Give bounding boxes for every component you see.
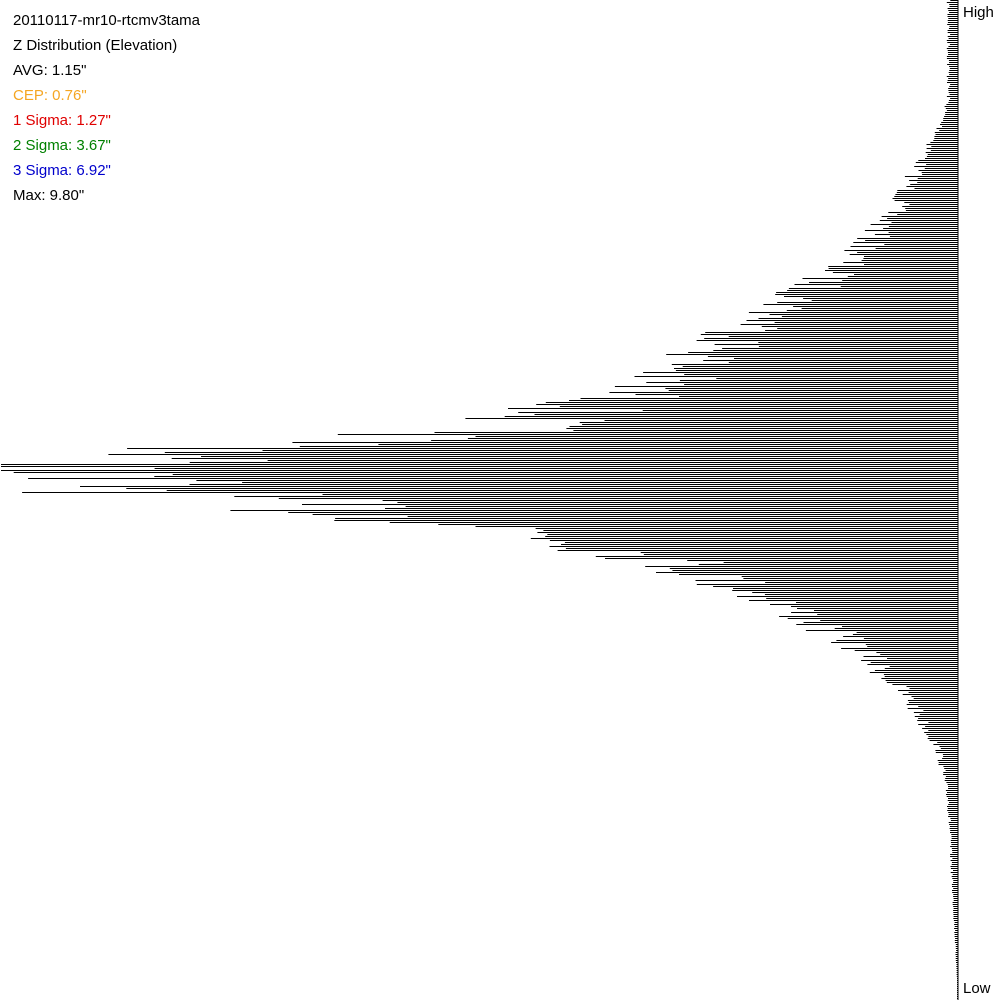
stat-sigma1: 1 Sigma: 1.27" xyxy=(13,112,111,129)
stat-sigma3: 3 Sigma: 6.92" xyxy=(13,162,111,179)
stat-max: Max: 9.80" xyxy=(13,187,85,204)
axis-label-high: High xyxy=(963,4,994,21)
stat-cep: CEP: 0.76" xyxy=(13,87,87,104)
histogram-bars xyxy=(1,0,958,999)
stat-avg: AVG: 1.15" xyxy=(13,62,87,79)
axis-label-low: Low xyxy=(963,980,991,997)
stats-panel: 20110117-mr10-rtcmv3tama Z Distribution … xyxy=(13,8,200,208)
stat-sigma2: 2 Sigma: 3.67" xyxy=(13,137,111,154)
chart-title: 20110117-mr10-rtcmv3tama xyxy=(13,12,201,29)
chart-subtitle: Z Distribution (Elevation) xyxy=(13,37,178,54)
